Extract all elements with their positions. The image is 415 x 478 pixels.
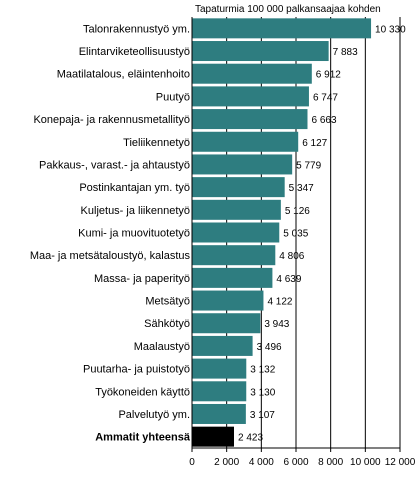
- category-label: Palvelutyö ym.: [118, 409, 190, 421]
- value-label: 6 663: [311, 115, 336, 126]
- x-tick-label: 2 000: [214, 457, 239, 468]
- value-label: 3 943: [264, 319, 289, 330]
- bar: [192, 358, 247, 379]
- category-label: Metsätyö: [145, 296, 190, 308]
- value-label: 7 883: [333, 47, 358, 58]
- category-label: Työkoneiden käyttö: [95, 386, 190, 398]
- bar: [192, 199, 281, 220]
- bar: [192, 86, 309, 107]
- value-label: 2 423: [238, 433, 263, 444]
- value-label: 6 747: [313, 92, 338, 103]
- value-label: 10 330: [375, 24, 406, 35]
- x-tick-label: 4 000: [249, 457, 274, 468]
- bar: [192, 267, 273, 288]
- value-label: 3 132: [250, 365, 275, 376]
- bar: [192, 63, 312, 84]
- value-label: 5 347: [289, 183, 314, 194]
- bar: [192, 335, 253, 356]
- value-label: 5 035: [283, 229, 308, 240]
- value-label: 6 127: [302, 138, 327, 149]
- value-label: 3 107: [250, 410, 275, 421]
- category-label: Puutarha- ja puistotyö: [83, 364, 190, 376]
- value-label: 5 126: [285, 206, 310, 217]
- bar: [192, 18, 372, 39]
- x-tick-label: 12 000: [385, 457, 415, 468]
- bar: [192, 131, 299, 152]
- bar: [192, 313, 261, 334]
- category-label: Kumi- ja muovituotetyö: [78, 228, 190, 240]
- category-label: Ammatit yhteensä: [95, 432, 191, 444]
- bar: [192, 403, 246, 424]
- bar: [192, 426, 234, 447]
- bar: [192, 177, 285, 198]
- bar: [192, 154, 293, 175]
- value-label: 3 130: [250, 387, 275, 398]
- category-label: Talonrakennustyö ym.: [83, 23, 190, 35]
- x-tick-label: 10 000: [350, 457, 381, 468]
- category-label: Tieliikennetyö: [123, 137, 190, 149]
- category-label: Postinkantajan ym. työ: [79, 182, 190, 194]
- bar: [192, 222, 280, 243]
- value-label: 4 122: [267, 297, 292, 308]
- bar: [192, 290, 264, 311]
- value-label: 3 496: [257, 342, 282, 353]
- x-tick-label: 0: [189, 457, 195, 468]
- bar: [192, 245, 276, 266]
- category-label: Elintarviketeollisuustyö: [79, 46, 190, 58]
- chart-title: Tapaturmia 100 000 palkansaajaa kohden: [195, 4, 381, 15]
- category-label: Maa- ja metsätaloustyö, kalastus: [30, 250, 191, 262]
- value-label: 5 779: [296, 160, 321, 171]
- value-label: 4 806: [279, 251, 304, 262]
- category-label: Maatilatalous, eläintenhoito: [57, 69, 190, 81]
- bar: [192, 109, 308, 130]
- bar: [192, 41, 329, 62]
- category-label: Sähkötyö: [144, 318, 190, 330]
- value-label: 4 639: [276, 274, 301, 285]
- category-label: Kuljetus- ja liikennetyö: [81, 205, 190, 217]
- category-label: Konepaja- ja rakennusmetallityö: [33, 114, 190, 126]
- bar: [192, 381, 247, 402]
- category-label: Massa- ja paperityö: [94, 273, 190, 285]
- value-label: 6 912: [316, 70, 341, 81]
- category-label: Puutyö: [156, 91, 190, 103]
- category-label: Pakkaus-, varast.- ja ahtaustyö: [39, 159, 190, 171]
- category-label: Maalaustyö: [134, 341, 190, 353]
- x-tick-label: 8 000: [318, 457, 343, 468]
- x-tick-label: 6 000: [283, 457, 308, 468]
